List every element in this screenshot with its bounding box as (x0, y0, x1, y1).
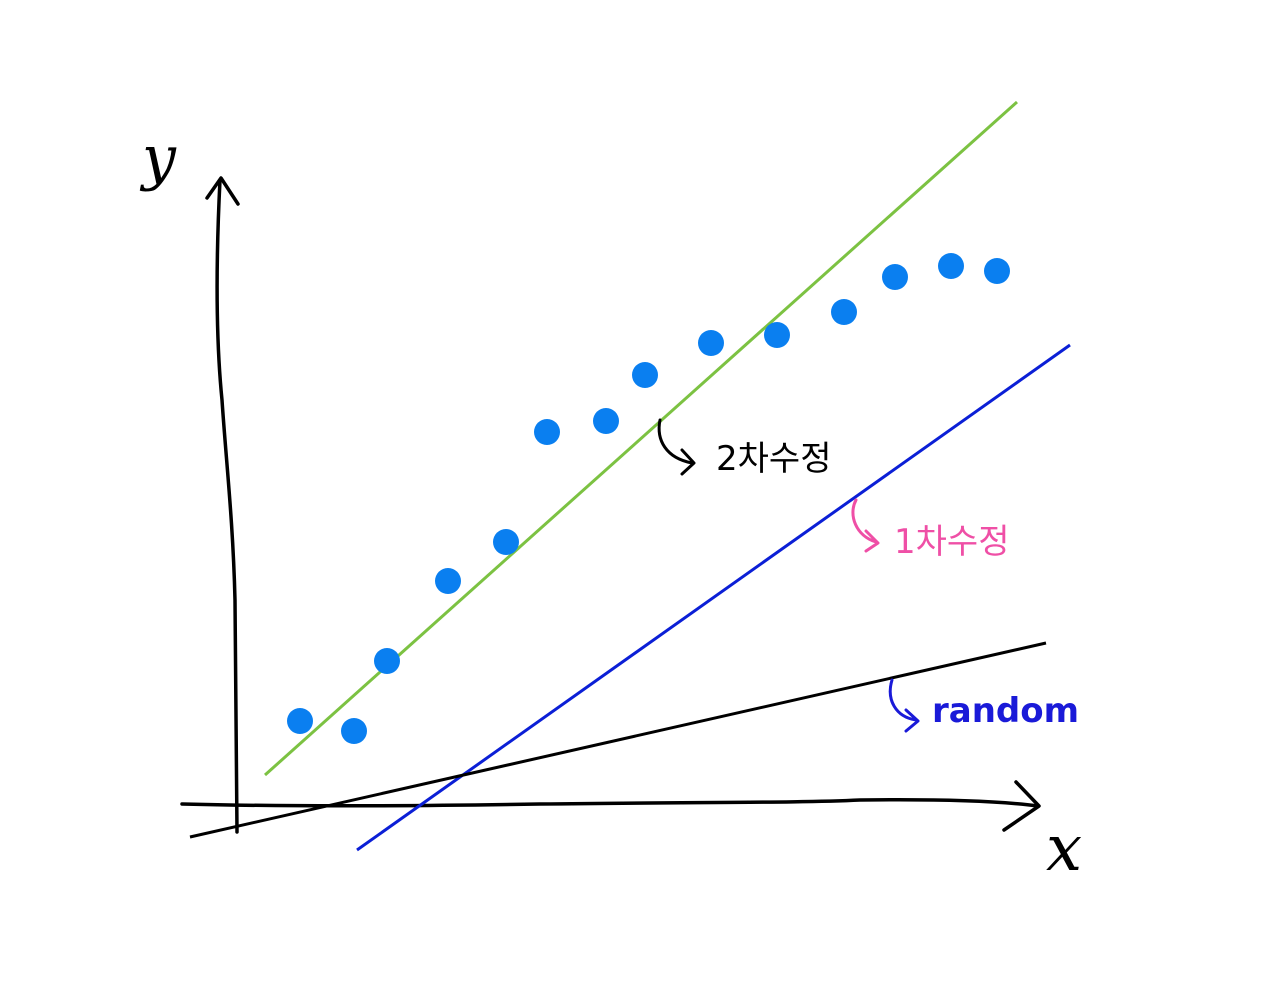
data-point (764, 322, 790, 348)
data-point (593, 408, 619, 434)
data-points (287, 253, 1010, 744)
data-point (698, 330, 724, 356)
random-line (189, 641, 1047, 839)
data-point (435, 568, 461, 594)
data-point (287, 708, 313, 734)
data-point (534, 419, 560, 445)
y-axis-line (215, 178, 239, 834)
data-point (882, 264, 908, 290)
first-order-fit-line (356, 343, 1071, 852)
first-order-pointer-arrow (851, 498, 880, 553)
y-axis-label: y (139, 123, 177, 193)
first-order-fit-label: 1차수정 (894, 522, 1009, 562)
data-point (341, 718, 367, 744)
second-order-fit-label: 2차수정 (716, 439, 831, 479)
data-point (493, 529, 519, 555)
x-axis-line (180, 798, 1040, 808)
data-point (374, 648, 400, 674)
x-axis-arrowhead (1002, 780, 1041, 832)
x-axis-label: x (1046, 812, 1082, 886)
random-pointer-arrow (888, 678, 920, 733)
data-point (632, 362, 658, 388)
data-point (984, 258, 1010, 284)
data-point (938, 253, 964, 279)
y-axis-arrowhead (205, 176, 240, 206)
random-line-label: random (932, 691, 1079, 731)
data-point (831, 299, 857, 325)
second-order-pointer-arrow (657, 418, 696, 476)
